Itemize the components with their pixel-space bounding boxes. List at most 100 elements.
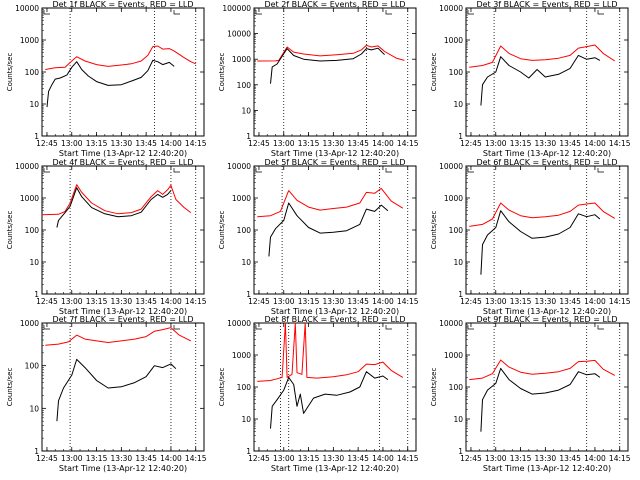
x-axis-label: Start Time (13-Apr-12 12:40:20): [271, 149, 399, 158]
corner-mark: [255, 10, 262, 15]
x-tick-label: 14:00: [372, 297, 394, 306]
x-tick-label: 12:45: [460, 454, 482, 463]
panel-title: Det 6f BLACK = Events, RED = LLD: [476, 158, 617, 167]
x-tick-label: 12:45: [248, 454, 270, 463]
panel-title: Det 2f BLACK = Events, RED = LLD: [264, 0, 405, 9]
panel-title: Det 1f BLACK = Events, RED = LLD: [52, 0, 193, 9]
series-lld-line: [469, 44, 616, 68]
x-tick-label: 14:00: [372, 454, 394, 463]
x-tick-label: 14:15: [185, 297, 207, 306]
y-tick-label: 100: [237, 383, 252, 392]
y-tick-label: 1: [458, 447, 463, 456]
y-axis-label: Counts/sec: [218, 368, 226, 407]
y-axis-label: Counts/sec: [430, 53, 438, 92]
x-tick-label: 13:15: [86, 139, 108, 148]
y-tick-label: 10: [453, 258, 463, 267]
series-lld-line: [41, 184, 192, 216]
x-tick-label: 13:15: [298, 297, 320, 306]
y-tick-label: 10000: [439, 319, 463, 328]
x-tick-label: 14:00: [584, 454, 606, 463]
y-axis-label: Counts/sec: [218, 53, 226, 92]
x-tick-label: 14:00: [160, 297, 182, 306]
series-events-line: [480, 367, 601, 432]
y-tick-label: 10: [241, 415, 251, 424]
y-tick-label: 1000: [444, 351, 463, 360]
y-tick-label: 1: [458, 132, 463, 141]
series-lld-line: [257, 187, 404, 218]
x-tick-label: 14:00: [160, 454, 182, 463]
y-tick-label: 1: [458, 290, 463, 299]
corner-mark: [385, 168, 392, 173]
y-axis-label: Counts/sec: [6, 368, 14, 407]
x-tick-label: 13:00: [485, 297, 507, 306]
plot-frame: [41, 322, 205, 452]
x-tick-label: 13:45: [135, 297, 157, 306]
panel-det-9: Det 9f BLACK = Events, RED = LLD 12:45 13:…: [430, 315, 631, 473]
y-tick-label: 1: [246, 132, 251, 141]
x-tick-label: 13:00: [61, 297, 83, 306]
series-lld-line: [469, 202, 616, 227]
y-tick-label: 100: [449, 68, 464, 77]
panel-title: Det 8f BLACK = Events, RED = LLD: [264, 315, 405, 324]
y-tick-label: 10000: [15, 162, 39, 171]
panel-title: Det 9f BLACK = Events, RED = LLD: [476, 315, 617, 324]
x-tick-label: 13:45: [347, 139, 369, 148]
corner-mark: [173, 10, 180, 15]
x-tick-label: 13:15: [298, 139, 320, 148]
x-tick-label: 14:00: [160, 139, 182, 148]
x-axis-label: Start Time (13-Apr-12 12:40:20): [271, 307, 399, 316]
x-axis-label: Start Time (13-Apr-12 12:40:20): [271, 464, 399, 473]
x-tick-label: 12:45: [248, 139, 270, 148]
x-tick-label: 13:45: [135, 139, 157, 148]
plot-frame: [253, 7, 417, 137]
x-tick-label: 13:30: [323, 297, 345, 306]
y-tick-label: 10000: [15, 4, 39, 13]
x-tick-label: 13:00: [61, 454, 83, 463]
x-tick-label: 13:15: [510, 454, 532, 463]
x-axis-label: Start Time (13-Apr-12 12:40:20): [59, 307, 187, 316]
series-events-line: [480, 210, 601, 275]
series-events-line: [56, 187, 172, 228]
corner-mark: [173, 325, 180, 330]
y-tick-label: 1: [246, 290, 251, 299]
y-tick-label: 10: [453, 415, 463, 424]
panel-title: Det 5f BLACK = Events, RED = LLD: [264, 158, 405, 167]
y-tick-label: 1: [246, 447, 251, 456]
y-axis-label: Counts/sec: [6, 53, 14, 92]
y-tick-label: 10000: [227, 319, 251, 328]
y-tick-label: 10: [29, 404, 39, 413]
panel-title: Det 3f BLACK = Events, RED = LLD: [476, 0, 617, 9]
corner-mark: [385, 325, 392, 330]
series-lld-line: [257, 44, 405, 62]
y-tick-label: 1000: [20, 194, 39, 203]
x-tick-label: 13:15: [298, 454, 320, 463]
y-tick-label: 100000: [222, 4, 251, 13]
x-tick-label: 13:15: [86, 454, 108, 463]
x-tick-label: 13:45: [559, 297, 581, 306]
y-axis-label: Counts/sec: [6, 211, 14, 250]
x-tick-label: 13:00: [61, 139, 83, 148]
y-tick-label: 100: [25, 68, 40, 77]
x-tick-label: 13:45: [347, 297, 369, 306]
x-tick-label: 13:00: [273, 454, 295, 463]
x-tick-label: 13:00: [273, 139, 295, 148]
x-tick-label: 12:45: [460, 297, 482, 306]
x-tick-label: 13:15: [510, 297, 532, 306]
y-axis-label: Counts/sec: [218, 211, 226, 250]
x-axis-label: Start Time (13-Apr-12 12:40:20): [483, 464, 611, 473]
x-tick-label: 13:45: [135, 454, 157, 463]
x-tick-label: 13:30: [111, 139, 133, 148]
x-tick-label: 14:00: [584, 297, 606, 306]
y-tick-label: 100: [237, 226, 252, 235]
x-tick-label: 12:45: [460, 139, 482, 148]
series-events-line: [268, 202, 389, 257]
x-tick-label: 13:30: [535, 139, 557, 148]
y-tick-label: 10: [453, 100, 463, 109]
x-tick-label: 14:15: [609, 297, 631, 306]
series-lld-line: [45, 45, 196, 70]
corner-mark: [597, 325, 604, 330]
